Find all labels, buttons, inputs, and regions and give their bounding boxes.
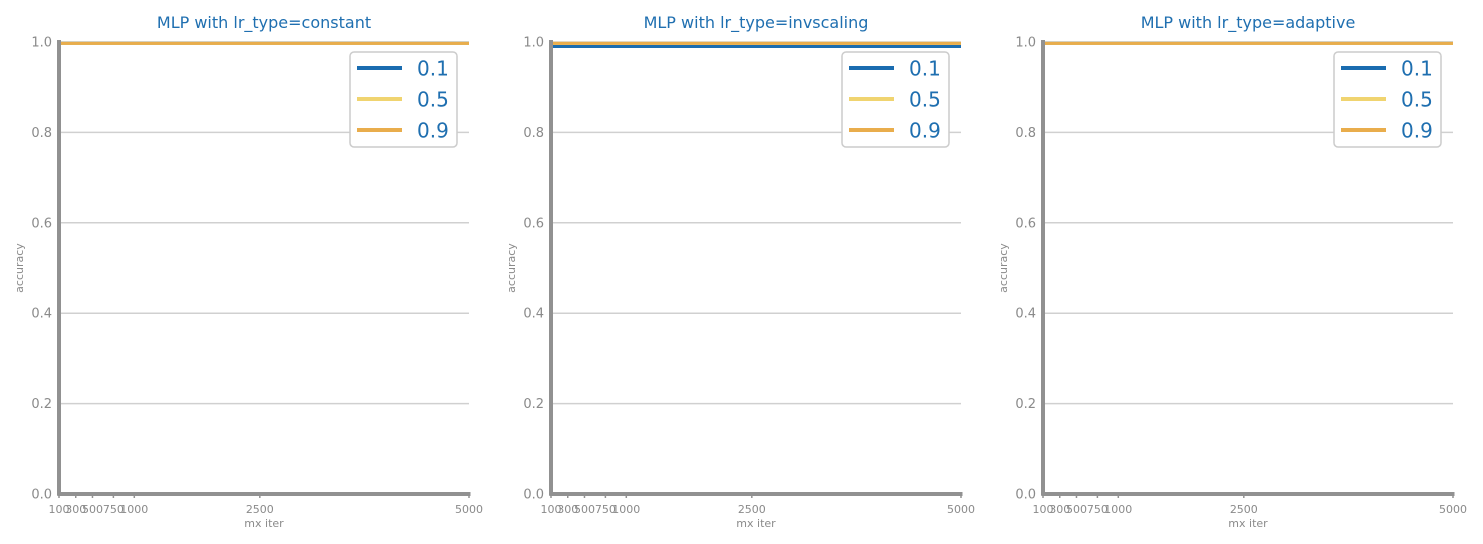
legend: 0.1 0.5 0.9	[841, 51, 950, 148]
y-tick-label: 0.4	[1015, 307, 1036, 322]
y-tick-label: 0.8	[523, 126, 544, 141]
legend: 0.1 0.5 0.9	[349, 51, 458, 148]
y-tick-label: 0.6	[523, 216, 544, 231]
legend-label: 0.5	[417, 88, 449, 112]
chart-title: MLP with lr_type=constant	[157, 13, 371, 33]
x-tick-label: 5000	[1439, 503, 1467, 516]
x-tick-label: 1000	[612, 503, 640, 516]
legend-label: 0.5	[1401, 88, 1433, 112]
x-axis-label: mx iter	[1228, 517, 1268, 530]
y-tick-label: 1.0	[1015, 36, 1036, 51]
y-tick-label: 0.0	[31, 488, 52, 503]
x-tick-label: 500	[82, 503, 103, 516]
y-tick-label: 0.4	[31, 307, 52, 322]
legend-box	[1333, 51, 1442, 148]
y-tick-label: 0.2	[1015, 397, 1036, 412]
legend: 0.1 0.5 0.9	[1333, 51, 1442, 148]
y-tick-label: 0.2	[523, 397, 544, 412]
x-tick-label: 100	[541, 503, 562, 516]
y-tick-label: 0.6	[31, 216, 52, 231]
y-tick-label: 0.0	[523, 488, 544, 503]
legend-label: 0.1	[417, 57, 449, 81]
x-axis-label: mx iter	[736, 517, 776, 530]
y-tick-label: 0.4	[523, 307, 544, 322]
x-axis-label: mx iter	[244, 517, 284, 530]
chart-title: MLP with lr_type=adaptive	[1141, 13, 1356, 33]
x-tick-label: 500	[574, 503, 595, 516]
x-tick-label: 500	[1066, 503, 1087, 516]
legend-label: 0.1	[909, 57, 941, 81]
legend-label: 0.5	[909, 88, 941, 112]
y-tick-label: 0.8	[31, 126, 52, 141]
y-tick-label: 1.0	[523, 36, 544, 51]
legend-label: 0.9	[909, 119, 941, 143]
y-axis-label: accuracy	[505, 243, 518, 293]
x-tick-label: 750	[595, 503, 616, 516]
chart-title: MLP with lr_type=invscaling	[644, 13, 869, 33]
legend-label: 0.9	[1401, 119, 1433, 143]
x-tick-label: 300	[557, 503, 578, 516]
x-tick-label: 100	[49, 503, 70, 516]
y-tick-label: 1.0	[31, 36, 52, 51]
x-tick-label: 300	[65, 503, 86, 516]
x-tick-label: 750	[103, 503, 124, 516]
x-tick-label: 5000	[455, 503, 483, 516]
legend-label: 0.9	[417, 119, 449, 143]
x-tick-label: 1000	[1104, 503, 1132, 516]
y-tick-label: 0.8	[1015, 126, 1036, 141]
legend-box	[349, 51, 458, 148]
x-tick-label: 1000	[120, 503, 148, 516]
y-tick-label: 0.6	[1015, 216, 1036, 231]
legend-box	[841, 51, 950, 148]
x-tick-label: 750	[1087, 503, 1108, 516]
x-tick-label: 2500	[1230, 503, 1258, 516]
y-axis-label: accuracy	[13, 243, 26, 293]
x-tick-label: 300	[1049, 503, 1070, 516]
y-axis-label: accuracy	[997, 243, 1010, 293]
y-tick-label: 0.0	[1015, 488, 1036, 503]
x-tick-label: 5000	[947, 503, 975, 516]
x-tick-label: 2500	[738, 503, 766, 516]
x-tick-label: 2500	[246, 503, 274, 516]
x-tick-label: 100	[1033, 503, 1054, 516]
legend-label: 0.1	[1401, 57, 1433, 81]
y-tick-label: 0.2	[31, 397, 52, 412]
